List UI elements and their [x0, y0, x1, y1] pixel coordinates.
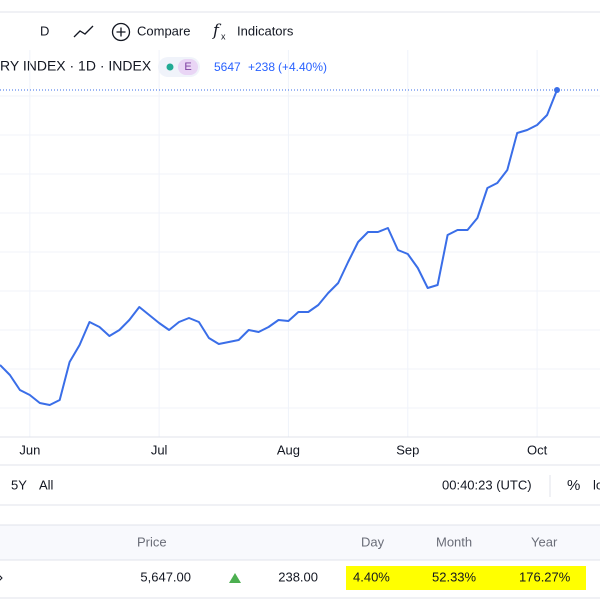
header-day: Day — [361, 534, 385, 549]
price-line — [0, 89, 558, 406]
row-day: 4.40% — [353, 569, 390, 584]
compare-button[interactable]: Compare — [137, 23, 190, 38]
compare-icon-plus — [116, 27, 126, 37]
chart-type-icon[interactable] — [73, 25, 94, 38]
market-status-dot — [166, 63, 174, 71]
row-month: 52.33% — [432, 569, 477, 584]
legend-change-pct: (+4.40%) — [278, 60, 327, 74]
x-tick-label: Sep — [396, 442, 419, 457]
x-tick-label: Aug — [277, 442, 300, 457]
indicators-icon-x: x — [221, 31, 226, 41]
badge: E — [184, 61, 191, 73]
range-5y[interactable]: 5Y — [11, 477, 27, 492]
range-all[interactable]: All — [39, 477, 54, 492]
clock: 00:40:23 (UTC) — [442, 477, 532, 492]
header-price: Price — [137, 534, 167, 549]
legend-change: +238 — [248, 60, 275, 74]
interval-button[interactable]: D — [40, 23, 49, 38]
x-tick-label: Jul — [151, 442, 168, 457]
indicators-button[interactable]: Indicators — [237, 23, 294, 38]
row-chevron — [0, 575, 3, 581]
symbol-title: RY INDEX · 1D · INDEX — [0, 58, 152, 74]
x-tick-label: Jun — [19, 442, 40, 457]
table-header-bg — [0, 525, 600, 560]
badge-bg — [178, 59, 198, 75]
legend-last: 5647 — [214, 60, 241, 74]
header-year: Year — [531, 534, 558, 549]
log-toggle[interactable]: lo — [593, 477, 600, 492]
header-month: Month — [436, 534, 472, 549]
compare-icon[interactable] — [111, 22, 131, 42]
indicators-icon[interactable]: f — [212, 21, 222, 40]
highlight — [346, 566, 586, 590]
last-point — [554, 87, 560, 93]
grid — [0, 95, 600, 409]
up-arrow — [229, 573, 241, 583]
row-change: 238.00 — [278, 569, 318, 584]
x-tick-label: Oct — [527, 442, 548, 457]
row-year: 176.27% — [519, 569, 571, 584]
row-price: 5,647.00 — [140, 569, 191, 584]
percent-toggle[interactable]: % — [567, 477, 580, 494]
